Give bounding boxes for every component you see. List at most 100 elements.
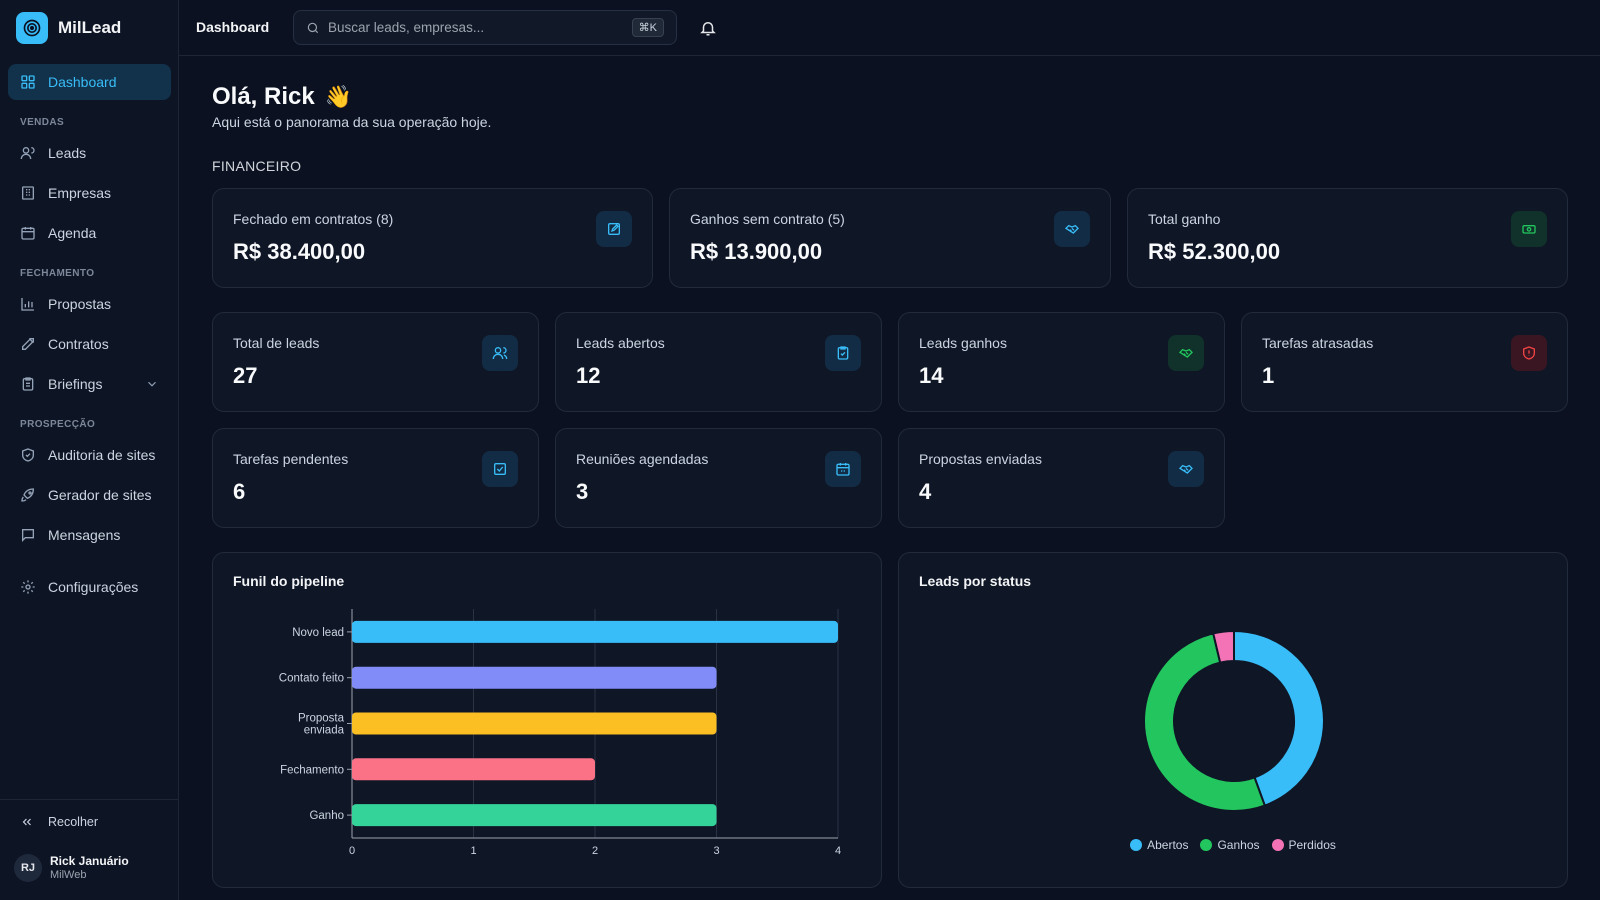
bar[interactable] (352, 620, 838, 643)
bar-chart-icon (20, 296, 36, 312)
sidebar-item-dashboard[interactable]: Dashboard (8, 64, 171, 100)
card-label: Leads ganhos (919, 335, 1007, 351)
donut-slice[interactable] (1233, 629, 1325, 807)
handshake-icon (1054, 211, 1090, 247)
calendar-icon (20, 225, 36, 241)
shield-icon (20, 447, 36, 463)
greeting-subtitle: Aqui está o panorama da sua operação hoj… (212, 114, 492, 130)
x-tick-label: 3 (713, 845, 719, 857)
edit-icon (596, 211, 632, 247)
user-name: Rick Januário (50, 854, 129, 868)
donut-slice[interactable] (1212, 629, 1235, 664)
alert-shield-icon (1511, 335, 1547, 371)
avatar: RJ (14, 854, 42, 882)
search-icon (307, 22, 319, 33)
legend-swatch (1200, 839, 1213, 851)
funnel-bar-chart: 0 1 2 3 4 Novo lead Contato feito Proposta envia… (279, 609, 841, 857)
card-label: Total de leads (233, 335, 320, 351)
handshake-icon (1168, 335, 1204, 371)
chart-card-funnel: Funil do pipeline 0 1 2 3 4 Novo lead Contato … (212, 552, 882, 888)
sidebar-item-auditoria[interactable]: Auditoria de sites (8, 437, 171, 473)
brand-logo-icon (16, 12, 48, 44)
stat-card-tarefas-atrasadas: Tarefas atrasadas 1 (1241, 312, 1568, 412)
stat-card-leads-ganhos: Leads ganhos 14 (898, 312, 1225, 412)
legend-item[interactable]: Abertos (1130, 838, 1188, 852)
sidebar-item-empresas[interactable]: Empresas (8, 175, 171, 211)
chart-title: Leads por status (919, 573, 1032, 589)
sidebar-item-leads[interactable]: Leads (8, 135, 171, 171)
card-value: R$ 13.900,00 (690, 239, 823, 264)
x-tick-label: 1 (470, 845, 476, 857)
sidebar-item-configuracoes[interactable]: Configurações (8, 569, 171, 605)
legend-label: Perdidos (1288, 838, 1336, 852)
status-donut-chart (1143, 629, 1325, 812)
sidebar-item-label: Propostas (48, 296, 112, 312)
card-value: 1 (1262, 363, 1275, 388)
card-value: 3 (576, 479, 589, 504)
legend-item[interactable]: Ganhos (1200, 838, 1260, 852)
section-vendas: VENDAS (20, 117, 65, 128)
sidebar-item-briefings[interactable]: Briefings (8, 366, 171, 402)
card-value: 6 (233, 479, 246, 504)
card-value: 14 (919, 363, 944, 388)
card-label: Total ganho (1148, 211, 1221, 227)
card-label: Propostas enviadas (919, 451, 1042, 467)
building-icon (20, 185, 36, 201)
y-tick-label: Ganho (309, 810, 344, 822)
sidebar-item-gerador[interactable]: Gerador de sites (8, 477, 171, 513)
sidebar-item-mensagens[interactable]: Mensagens (8, 517, 171, 553)
sidebar-item-label: Auditoria de sites (48, 447, 156, 463)
card-label: Fechado em contratos (8) (233, 211, 394, 227)
clipboard-icon (20, 376, 36, 392)
y-tick-label: Fechamento (280, 764, 344, 776)
gear-icon (20, 579, 36, 595)
sidebar-item-label: Configurações (48, 579, 139, 595)
search-box[interactable]: ⌘K (293, 10, 677, 45)
sidebar-item-agenda[interactable]: Agenda (8, 215, 171, 251)
bar[interactable] (352, 758, 595, 781)
wave-emoji: 👋 (324, 84, 353, 109)
bar[interactable] (352, 804, 717, 827)
stat-card-leads-abertos: Leads abertos 12 (555, 312, 882, 412)
bell-icon[interactable] (699, 19, 717, 37)
stat-card-propostas: Propostas enviadas 4 (898, 428, 1225, 528)
finance-card-total: Total ganho R$ 52.300,00 (1127, 188, 1568, 288)
legend-item[interactable]: Perdidos (1271, 838, 1336, 852)
y-tick-label: Novo lead (292, 627, 344, 639)
legend-swatch (1130, 839, 1143, 851)
user-profile[interactable]: RJ Rick Januário MilWeb (14, 854, 129, 882)
legend-swatch (1271, 839, 1284, 851)
y-tick-label: Proposta enviada (298, 713, 345, 737)
grid-icon (20, 74, 36, 90)
banknote-icon (1511, 211, 1547, 247)
section-fechamento: FECHAMENTO (20, 268, 95, 279)
edit-icon (20, 336, 36, 352)
card-value: 4 (919, 479, 932, 504)
sidebar-item-propostas[interactable]: Propostas (8, 286, 171, 322)
stat-card-reunioes: Reuniões agendadas 3 (555, 428, 882, 528)
chevron-down-icon[interactable] (145, 377, 159, 391)
bar[interactable] (352, 666, 717, 689)
sidebar: MilLead Dashboard VENDAS Leads Empresas … (0, 0, 179, 900)
sidebar-item-contratos[interactable]: Contratos (8, 326, 171, 362)
donut-slice[interactable] (1143, 632, 1267, 812)
sidebar-item-label: Agenda (48, 225, 97, 241)
card-label: Tarefas pendentes (233, 451, 349, 467)
search-input[interactable] (328, 20, 632, 35)
collapse-button[interactable]: Recolher (20, 815, 98, 829)
stat-card-tarefas-pendentes: Tarefas pendentes 6 (212, 428, 539, 528)
section-financeiro: FINANCEIRO (212, 158, 302, 174)
stat-card-total-leads: Total de leads 27 (212, 312, 539, 412)
message-icon (20, 527, 36, 543)
clipboard-icon (825, 335, 861, 371)
check-square-icon (482, 451, 518, 487)
finance-card-contratos: Fechado em contratos (8) R$ 38.400,00 (212, 188, 653, 288)
section-prospeccao: PROSPECÇÃO (20, 419, 96, 430)
brand[interactable]: MilLead (16, 12, 121, 44)
card-value: R$ 52.300,00 (1148, 239, 1281, 264)
chart-card-status: Leads por status Abertos Ganhos Perdidos (898, 552, 1568, 888)
user-org: MilWeb (50, 869, 87, 881)
sidebar-divider (0, 799, 179, 800)
bar[interactable] (352, 712, 717, 735)
card-label: Reuniões agendadas (576, 451, 709, 467)
